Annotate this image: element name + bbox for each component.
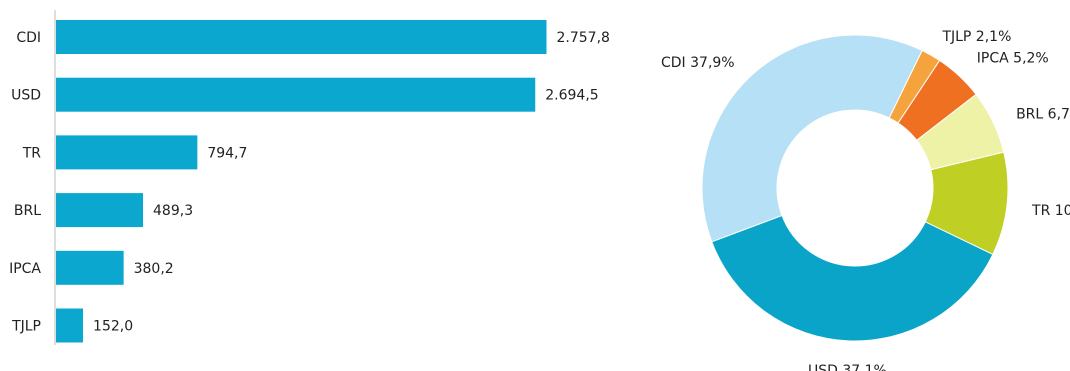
- value-label: 152,0: [93, 319, 133, 335]
- bar-cdi: [56, 20, 547, 54]
- bar-tjlp: [56, 308, 84, 343]
- donut-chart: TJLP 2,1% IPCA 5,2% BRL 6,7% TR 10,9% USD 37…: [661, 29, 1070, 371]
- bar-tr: [56, 135, 198, 170]
- value-label: 2.757,8: [556, 30, 609, 46]
- slice-label: USD 37,1%: [808, 363, 887, 371]
- bar-brl: [56, 193, 144, 228]
- bar-chart: CDI 2.757,8 USD 2.694,5 TR 794,7 BRL 489,3 IPCA 3…: [9, 10, 610, 345]
- slice-cdi: [701, 34, 923, 243]
- slice-usd: [711, 214, 994, 342]
- value-label: 2.694,5: [545, 88, 598, 104]
- value-label: 794,7: [207, 145, 247, 161]
- slice-label: TJLP 2,1%: [941, 29, 1011, 45]
- slice-label: IPCA 5,2%: [977, 51, 1049, 67]
- category-label: USD: [11, 88, 41, 104]
- category-label: BRL: [14, 203, 41, 219]
- slice-label: BRL 6,7%: [1016, 107, 1070, 123]
- bar-usd: [56, 77, 536, 112]
- value-label: 380,2: [134, 261, 174, 277]
- category-label: TJLP: [11, 319, 41, 335]
- slice-label: CDI 37,9%: [661, 55, 735, 71]
- category-label: IPCA: [9, 261, 41, 277]
- value-label: 489,3: [153, 203, 193, 219]
- category-label: TR: [22, 145, 42, 161]
- slice-label: TR 10,9%: [1031, 203, 1070, 219]
- bar-ipca: [56, 250, 124, 285]
- category-label: CDI: [16, 30, 41, 46]
